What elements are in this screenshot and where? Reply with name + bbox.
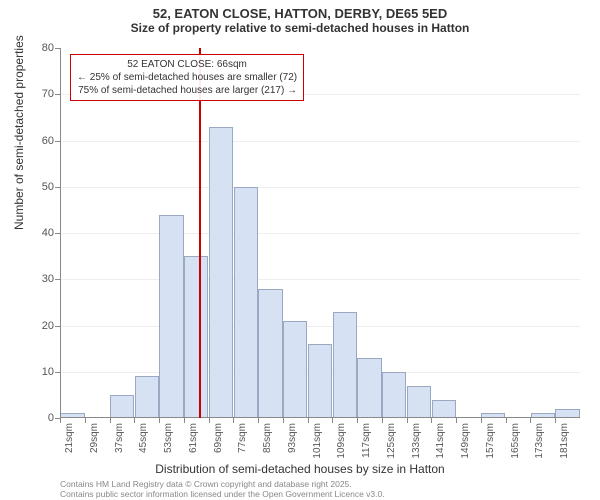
xtick-label: 181sqm (559, 423, 570, 459)
reference-callout: 52 EATON CLOSE: 66sqm← 25% of semi-detac… (70, 54, 304, 101)
chart-title: 52, EATON CLOSE, HATTON, DERBY, DE65 5ED (0, 0, 600, 21)
xtick-mark (159, 418, 160, 423)
xtick-label: 117sqm (361, 423, 372, 458)
callout-line3: 75% of semi-detached houses are larger (… (77, 84, 297, 97)
attribution-line2: Contains public sector information licen… (60, 490, 385, 500)
attribution-text: Contains HM Land Registry data © Crown c… (60, 480, 385, 500)
xtick-mark (530, 418, 531, 423)
ytick-mark (55, 187, 60, 188)
chart-subtitle: Size of property relative to semi-detach… (0, 21, 600, 39)
xtick-mark (481, 418, 482, 423)
xtick-label: 93sqm (287, 423, 298, 453)
xtick-label: 141sqm (435, 423, 446, 459)
xtick-label: 101sqm (312, 423, 323, 459)
xtick-mark (184, 418, 185, 423)
xtick-label: 173sqm (534, 423, 545, 459)
ytick-label: 30 (24, 273, 54, 285)
xtick-mark (209, 418, 210, 423)
xtick-label: 45sqm (138, 423, 149, 453)
ytick-mark (55, 279, 60, 280)
xtick-label: 53sqm (163, 423, 174, 453)
ytick-mark (55, 141, 60, 142)
ytick-label: 70 (24, 88, 54, 100)
xtick-mark (85, 418, 86, 423)
xtick-label: 69sqm (213, 423, 224, 453)
xtick-mark (357, 418, 358, 423)
x-axis-label: Distribution of semi-detached houses by … (0, 462, 600, 476)
ytick-mark (55, 326, 60, 327)
xtick-mark (407, 418, 408, 423)
xtick-label: 61sqm (188, 423, 199, 453)
y-axis-label: Number of semi-detached properties (12, 35, 26, 230)
callout-line2: ← 25% of semi-detached houses are smalle… (77, 71, 297, 84)
ytick-label: 10 (24, 366, 54, 378)
ytick-mark (55, 48, 60, 49)
xtick-mark (332, 418, 333, 423)
ytick-label: 40 (24, 227, 54, 239)
xtick-mark (110, 418, 111, 423)
ytick-label: 20 (24, 320, 54, 332)
ytick-mark (55, 233, 60, 234)
xtick-mark (233, 418, 234, 423)
xtick-mark (258, 418, 259, 423)
xtick-mark (456, 418, 457, 423)
xtick-mark (382, 418, 383, 423)
ytick-mark (55, 94, 60, 95)
xtick-label: 85sqm (262, 423, 273, 453)
callout-line1: 52 EATON CLOSE: 66sqm (77, 58, 297, 71)
xtick-label: 165sqm (510, 423, 521, 459)
ytick-label: 0 (24, 412, 54, 424)
xtick-label: 77sqm (237, 423, 248, 453)
xtick-label: 109sqm (336, 423, 347, 459)
xtick-mark (555, 418, 556, 423)
xtick-label: 21sqm (64, 423, 75, 453)
ytick-label: 60 (24, 135, 54, 147)
plot-border (60, 48, 580, 418)
xtick-label: 157sqm (485, 423, 496, 459)
plot-area: 52 EATON CLOSE: 66sqm← 25% of semi-detac… (60, 48, 580, 418)
xtick-mark (308, 418, 309, 423)
xtick-label: 133sqm (411, 423, 422, 459)
chart-container: 52, EATON CLOSE, HATTON, DERBY, DE65 5ED… (0, 0, 600, 500)
xtick-label: 29sqm (89, 423, 100, 453)
xtick-mark (431, 418, 432, 423)
ytick-label: 80 (24, 42, 54, 54)
xtick-label: 149sqm (460, 423, 471, 459)
xtick-mark (506, 418, 507, 423)
ytick-label: 50 (24, 181, 54, 193)
xtick-label: 37sqm (114, 423, 125, 453)
xtick-mark (134, 418, 135, 423)
xtick-mark (60, 418, 61, 423)
xtick-mark (283, 418, 284, 423)
ytick-mark (55, 372, 60, 373)
reference-line (199, 48, 201, 418)
xtick-label: 125sqm (386, 423, 397, 459)
